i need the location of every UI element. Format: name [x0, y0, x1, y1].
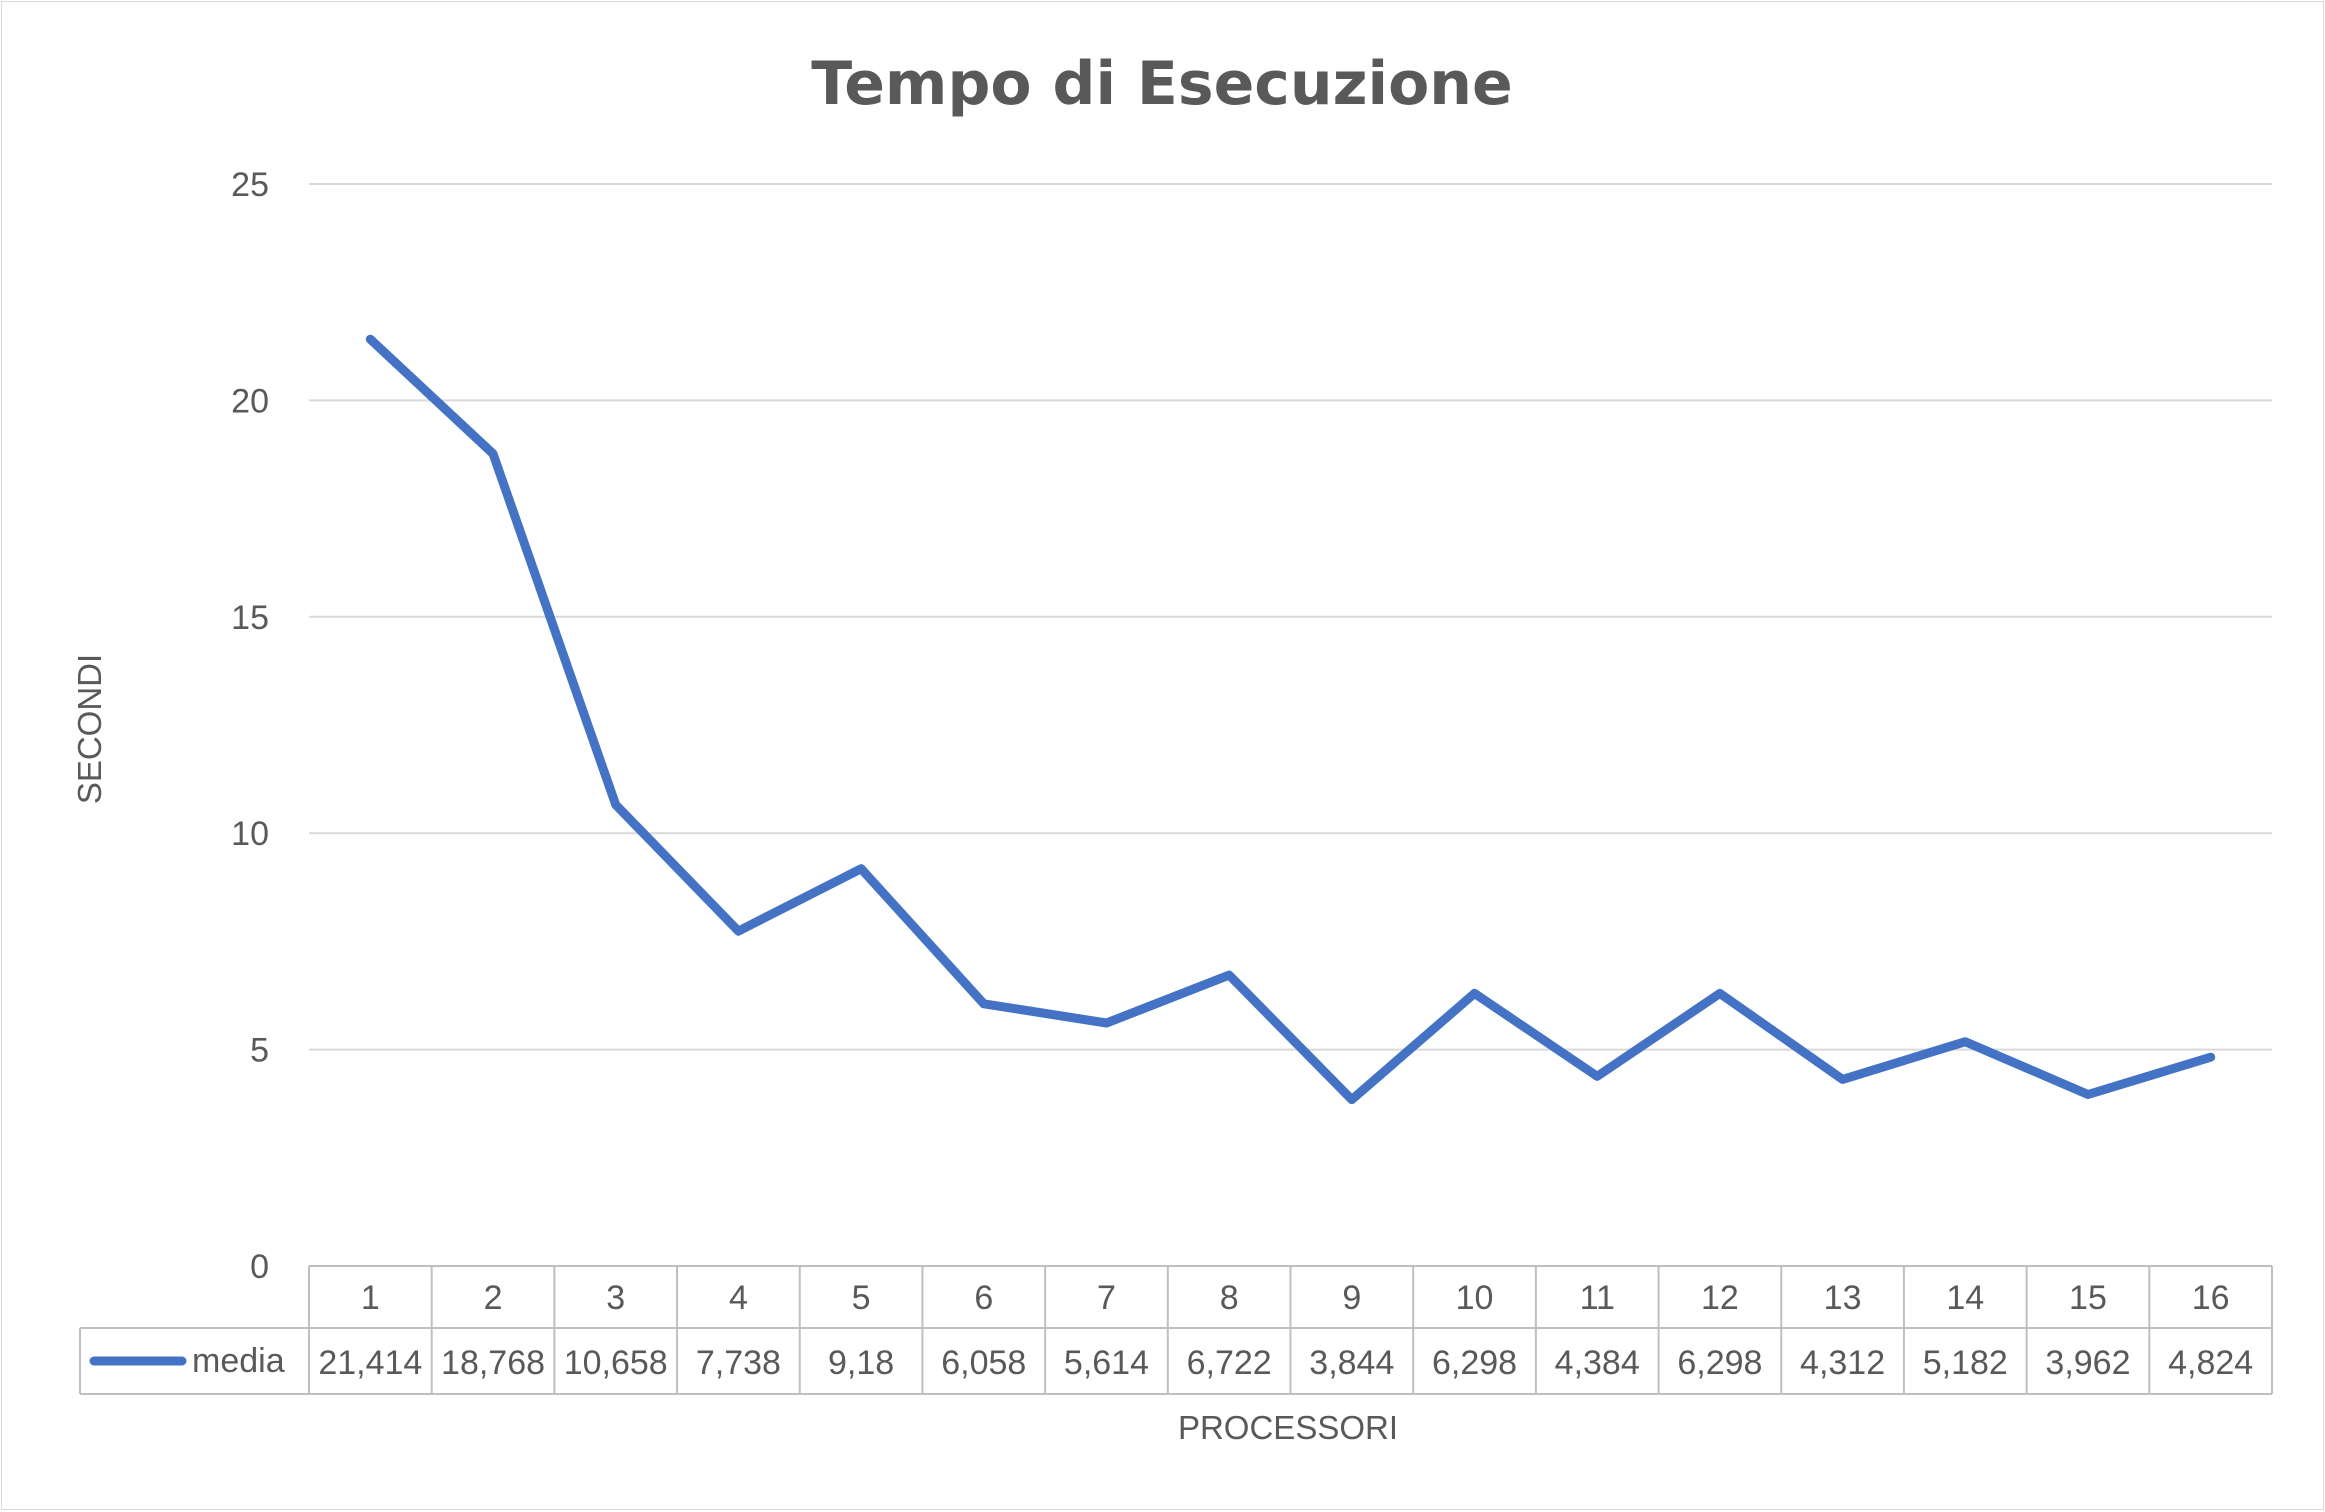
y-tick-label: 0: [250, 1248, 269, 1286]
x-tick-label: 12: [1701, 1279, 1739, 1317]
x-tick-label: 6: [974, 1279, 993, 1317]
data-label: 5,614: [1064, 1344, 1149, 1382]
x-tick-label: 9: [1342, 1279, 1361, 1317]
data-label: 6,298: [1432, 1344, 1517, 1382]
series-line-media: [365, 334, 2216, 1105]
x-tick-label: 5: [852, 1279, 871, 1317]
data-point: [2210, 1056, 2212, 1058]
y-tick-label: 25: [231, 166, 269, 204]
x-axis-title: PROCESSORI: [1178, 1409, 1398, 1446]
gridlines: [309, 183, 2272, 1051]
x-tick-label: 11: [1580, 1279, 1615, 1317]
data-point: [1228, 974, 1230, 976]
x-tick-label: 8: [1220, 1279, 1239, 1317]
data-label: 7,738: [696, 1344, 781, 1382]
data-label: 4,384: [1555, 1344, 1640, 1382]
data-label: 6,298: [1677, 1344, 1762, 1382]
y-tick-label: 10: [231, 815, 269, 853]
data-point: [369, 338, 371, 340]
data-point: [1964, 1041, 1966, 1043]
y-axis-title: SECONDI: [71, 654, 108, 804]
x-tick-label: 15: [2069, 1279, 2107, 1317]
data-label: 6,058: [941, 1344, 1026, 1382]
y-tick-label: 20: [231, 382, 269, 420]
x-tick-label: 10: [1456, 1279, 1494, 1317]
data-label: 3,844: [1309, 1344, 1394, 1382]
legend-label: media: [192, 1342, 285, 1380]
data-point: [2087, 1094, 2089, 1096]
data-point: [615, 804, 617, 806]
data-point: [1842, 1078, 1844, 1080]
data-point: [860, 868, 862, 870]
data-label: 18,768: [441, 1344, 545, 1382]
x-tick-label: 1: [361, 1279, 380, 1317]
data-label: 6,722: [1187, 1344, 1272, 1382]
data-label: 4,824: [2168, 1344, 2253, 1382]
x-tick-label: 14: [1946, 1279, 1984, 1317]
data-label: 9,18: [828, 1344, 894, 1382]
x-tick-label: 13: [1824, 1279, 1862, 1317]
x-tick-label: 4: [729, 1279, 748, 1317]
data-point: [1596, 1075, 1598, 1077]
data-point: [737, 930, 739, 932]
y-tick-label: 5: [250, 1032, 269, 1070]
data-point: [1105, 1022, 1107, 1024]
chart-title: Tempo di Esecuzione: [811, 49, 1512, 119]
x-tick-label: 7: [1097, 1279, 1116, 1317]
x-tick-label: 16: [2192, 1279, 2230, 1317]
y-axis-ticks: 0 5 10 15 20 25: [231, 166, 269, 1286]
series-layer: [365, 334, 2216, 1105]
y-tick-label: 15: [231, 599, 269, 637]
data-table: 1 21,414 2 18,768 3 10,658 4 7,738 5 9,18 6 6,058 7 5…: [79, 1265, 2273, 1395]
data-label: 5,182: [1923, 1344, 2008, 1382]
x-tick-label: 3: [606, 1279, 625, 1317]
data-point: [1719, 992, 1721, 994]
data-point: [1351, 1099, 1353, 1101]
data-point: [1474, 992, 1476, 994]
x-tick-label: 2: [484, 1279, 503, 1317]
data-point: [983, 1003, 985, 1005]
data-point: [492, 453, 494, 455]
data-label: 21,414: [318, 1344, 422, 1382]
data-label: 4,312: [1800, 1344, 1885, 1382]
data-label: 3,962: [2045, 1344, 2130, 1382]
data-label: 10,658: [564, 1344, 668, 1382]
